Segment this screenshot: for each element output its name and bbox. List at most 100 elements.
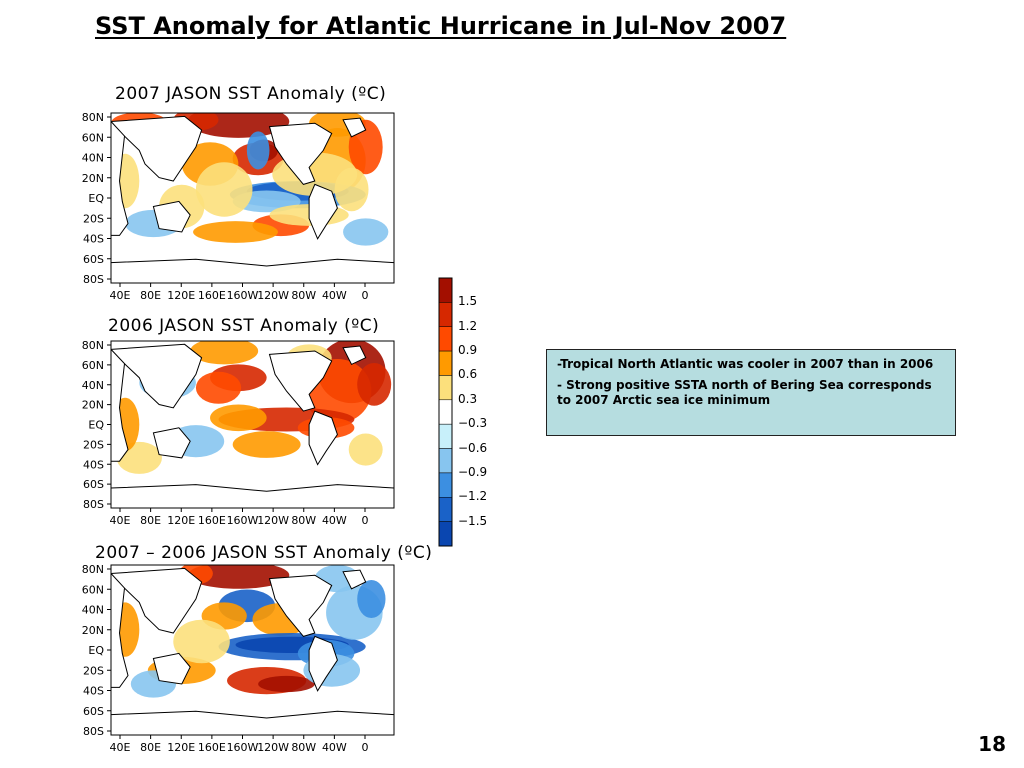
lon-tick-label: 120E <box>167 514 195 527</box>
lat-tick-label: 40S <box>83 458 104 471</box>
lat-tick-label: 80N <box>82 339 104 352</box>
anomaly-region <box>111 153 140 209</box>
map-difference: 80N 60N 40N 20N EQ 20S 40S 60S 80S 40E 80E 120E 160E… <box>82 563 395 754</box>
anomaly-region <box>201 602 247 630</box>
anomaly-region <box>348 119 383 175</box>
note-bering-sea: - Strong positive SSTA north of Bering S… <box>557 378 932 407</box>
anomaly-region <box>159 184 205 229</box>
colorbar-label: −1.2 <box>458 489 488 504</box>
lon-tick-label: 40W <box>322 741 347 754</box>
lat-tick-label: 80S <box>83 273 104 286</box>
notes-box: -Tropical North Atlantic was cooler in 2… <box>546 349 956 436</box>
anomaly-region <box>111 113 168 135</box>
continent-outline <box>268 350 333 412</box>
lon-tick-label: 160E <box>198 289 226 302</box>
anomaly-region <box>334 167 369 212</box>
anomaly-region <box>235 636 349 654</box>
colorbar-label: 0.3 <box>458 391 478 406</box>
anomaly-region <box>144 582 191 616</box>
lat-tick-label: 40S <box>83 685 104 698</box>
lon-tick-label: 80W <box>291 289 316 302</box>
anomaly-region <box>139 366 196 399</box>
lon-tick-label: 160E <box>198 741 226 754</box>
lat-tick-label: 20N <box>82 172 104 185</box>
anomaly-region <box>348 433 383 466</box>
page-number: 18 <box>978 732 1006 756</box>
lon-tick-label: 80W <box>291 514 316 527</box>
anomaly-region <box>181 142 239 186</box>
anomaly-region <box>210 404 267 432</box>
continent-outline <box>111 115 203 182</box>
lat-tick-label: 20N <box>82 399 104 412</box>
colorbar-label: 1.5 <box>458 294 478 309</box>
note-tropical-atlantic: -Tropical North Atlantic was cooler in 2… <box>557 357 934 371</box>
lon-tick-label: 40W <box>322 289 347 302</box>
lat-tick-label: 60S <box>83 705 104 718</box>
continent-outline <box>111 348 129 462</box>
colorbar-swatch <box>438 521 453 547</box>
lat-tick-label: 80N <box>82 111 104 124</box>
anomaly-region <box>227 667 307 695</box>
colorbar-swatch <box>438 423 453 449</box>
lon-tick-label: 0 <box>362 289 369 302</box>
lat-tick-label: 40N <box>82 379 104 392</box>
anomaly-region <box>249 139 278 162</box>
lat-tick-label: 20S <box>83 212 104 225</box>
lon-tick-label: 160E <box>198 514 226 527</box>
lat-tick-label: 60N <box>82 359 104 372</box>
colorbar-swatch <box>438 302 453 327</box>
anomaly-region <box>173 619 230 664</box>
anomaly-region <box>147 656 216 685</box>
anomaly-region <box>190 341 259 365</box>
anomaly-region <box>195 371 242 404</box>
anomaly-region <box>272 152 358 196</box>
lon-tick-label: 40E <box>110 289 131 302</box>
anomaly-region <box>252 603 310 636</box>
anomaly-region <box>218 407 355 432</box>
map-title-2007: 2007 JASON SST Anomaly (ºC) <box>115 84 387 104</box>
colorbar-swatch <box>438 448 453 474</box>
colorbar-label: −0.9 <box>458 464 488 479</box>
lat-tick-label: 40N <box>82 604 104 617</box>
colorbar-label: −1.5 <box>458 513 488 528</box>
anomaly-region <box>218 589 276 623</box>
anomaly-region <box>246 131 270 170</box>
lon-tick-label: 40W <box>322 514 347 527</box>
lon-tick-label: 0 <box>362 741 369 754</box>
continent-outline <box>111 484 394 508</box>
lat-tick-label: 80N <box>82 563 104 576</box>
colorbar-swatch <box>438 277 453 303</box>
lon-tick-label: 80W <box>291 741 316 754</box>
colorbar <box>438 277 453 547</box>
lon-tick-label: 160W <box>227 289 259 302</box>
anomaly-region <box>195 162 253 217</box>
anomaly-region <box>130 670 177 698</box>
continent-outline <box>152 427 191 459</box>
lat-tick-label: 60N <box>82 583 104 596</box>
lon-tick-label: 120W <box>257 514 289 527</box>
slide-title: SST Anomaly for Atlantic Hurricane in Ju… <box>95 12 787 40</box>
colorbar-swatch <box>438 399 453 425</box>
colorbar-swatch <box>438 375 453 401</box>
lat-tick-label: EQ <box>88 192 104 205</box>
lat-tick-label: 80S <box>83 498 104 511</box>
anomaly-region <box>326 585 383 640</box>
anomaly-region <box>357 363 392 406</box>
anomaly-region <box>187 565 290 589</box>
colorbar-label: 0.6 <box>458 367 478 382</box>
anomaly-region <box>116 441 162 474</box>
colorbar-swatch <box>438 497 453 522</box>
lon-tick-label: 80E <box>140 289 161 302</box>
colorbar-label: 1.2 <box>458 318 478 333</box>
map-2006: 80N 60N 40N 20N EQ 20S 40S 60S 80S 40E 80E 120E 160E… <box>82 339 395 527</box>
continent-outline <box>308 635 338 692</box>
lat-tick-label: EQ <box>88 419 104 432</box>
anomaly-region <box>258 675 315 693</box>
lon-tick-label: 120W <box>257 741 289 754</box>
anomaly-region <box>210 364 267 392</box>
anomaly-region <box>232 142 284 176</box>
continent-outline <box>111 567 203 634</box>
anomaly-region <box>297 639 355 668</box>
anomaly-region <box>229 181 366 209</box>
lon-tick-label: 120E <box>167 289 195 302</box>
